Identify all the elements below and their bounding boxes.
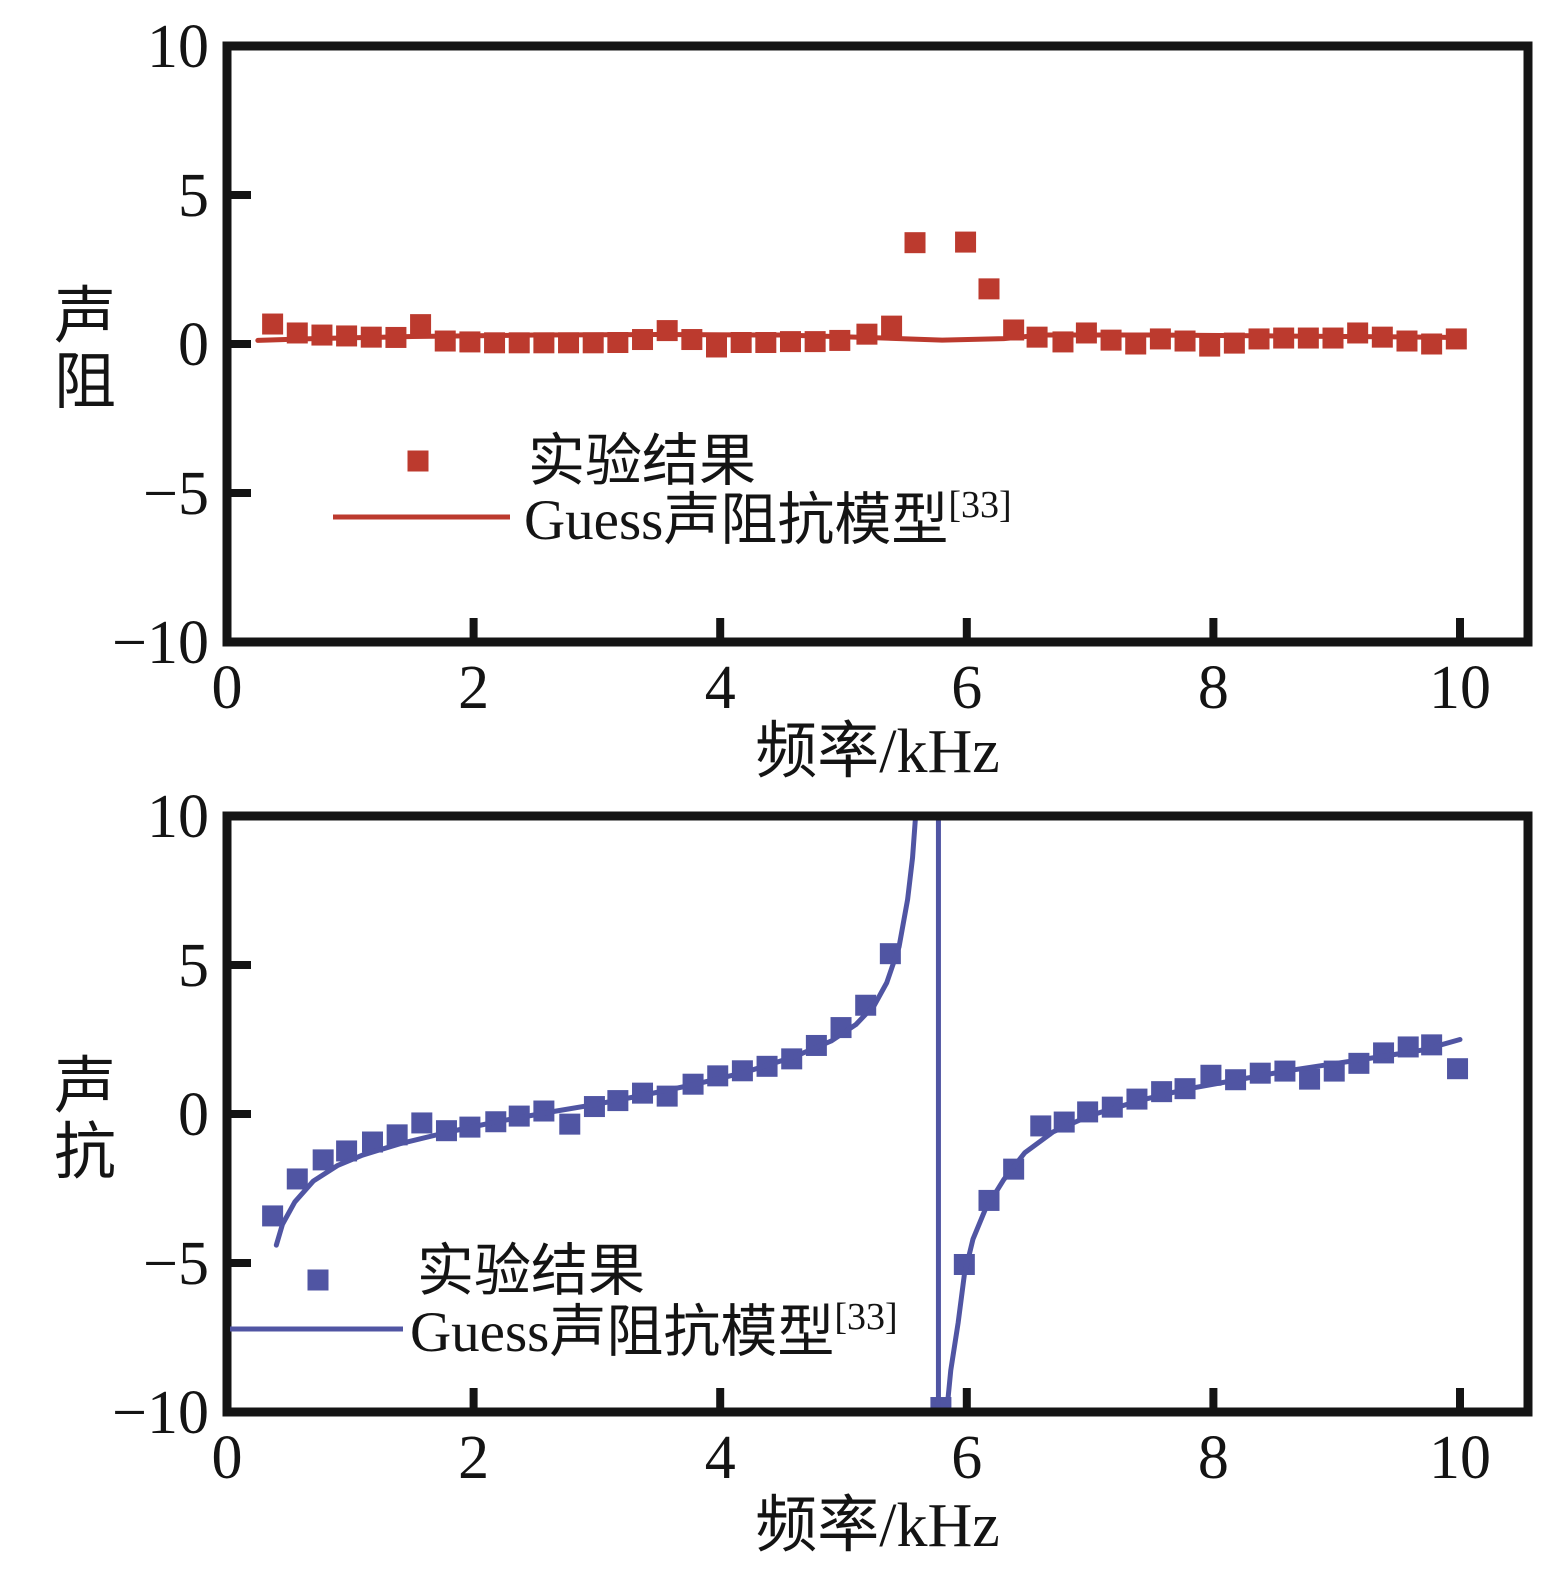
y-tick-label: −5 (143, 1230, 209, 1298)
scatter-point (410, 314, 432, 336)
y-tick-label: 5 (178, 162, 209, 230)
model-line (255, 331, 1463, 343)
x-axis-title: 频率/kHz (755, 718, 1000, 786)
x-axis-title: 频率/kHz (755, 1492, 1000, 1560)
scatter-point (1125, 333, 1147, 355)
x-tick-label: 10 (1429, 654, 1491, 722)
plot-area (262, 816, 1469, 1412)
x-tick-label: 4 (705, 654, 736, 722)
y-axis-title: 声阻 (54, 283, 116, 417)
scatter-point (1248, 328, 1270, 350)
scatter-point (361, 1131, 383, 1153)
scatter-point (411, 1112, 433, 1134)
scatter-point (558, 332, 580, 354)
y-axis-title: 声抗 (54, 1053, 116, 1187)
legend-label-model: Guess声阻抗模型[33] (410, 1296, 898, 1364)
y-tick-label: −5 (143, 460, 209, 528)
panel-bottom: 0 2 4 6 8 10 10 5 0 −5 −10 频率/kHz 声抗实验结果Guess声阻抗模型[3… (54, 786, 1533, 1560)
y-tick-label: 0 (178, 311, 209, 379)
scatter-point (706, 336, 728, 358)
scatter-point (262, 313, 284, 335)
y-tick-label: −10 (112, 1379, 209, 1447)
scatter-point (1030, 1115, 1052, 1137)
scatter-point (978, 278, 1000, 300)
x-tick-label: 6 (951, 1424, 982, 1492)
scatter-point (955, 231, 977, 253)
scatter-point (904, 232, 926, 254)
x-tick-label: 6 (951, 654, 982, 722)
legend-label-experiment: 实验结果 (528, 430, 756, 493)
x-tick-label: 8 (1198, 654, 1229, 722)
scatter-point (1299, 1068, 1321, 1090)
scatter-point (336, 1140, 358, 1162)
scatter-point (312, 1149, 334, 1171)
scatter-point (311, 324, 333, 346)
scatter-point (656, 320, 678, 342)
legend-marker-square (407, 450, 429, 472)
scatter-point (1199, 335, 1221, 357)
scatter-point (262, 1205, 284, 1227)
scatter-point (1149, 328, 1171, 350)
legend-marker-square (307, 1269, 329, 1291)
x-tick-label: 10 (1429, 1424, 1491, 1492)
model-line (273, 816, 919, 1248)
scatter-point (286, 1168, 308, 1190)
plot-area (255, 231, 1467, 358)
y-tick-label: 10 (147, 786, 209, 851)
scatter-point (607, 332, 629, 354)
scatter-point (559, 1113, 581, 1135)
y-tick-label: 0 (178, 1081, 209, 1149)
x-tick-label: 8 (1198, 1424, 1229, 1492)
x-tick-label: 2 (458, 1424, 489, 1492)
y-tick-label: 5 (178, 932, 209, 1000)
scatter-point (582, 332, 604, 354)
scatter-point (1347, 322, 1369, 344)
x-tick-label: 4 (705, 1424, 736, 1492)
scatter-point (533, 332, 555, 354)
x-tick-label: 2 (458, 654, 489, 722)
scatter-point (856, 323, 878, 345)
x-tick-label: 0 (212, 1424, 243, 1492)
scatter-point (1447, 1058, 1469, 1080)
scatter-point (1396, 330, 1418, 352)
scatter-point (1200, 1064, 1222, 1086)
scatter-point (881, 315, 903, 337)
model-line (944, 1037, 1463, 1412)
scatter-point (386, 1124, 408, 1146)
x-tick-label: 0 (212, 654, 243, 722)
y-tick-label: −10 (112, 609, 209, 677)
panel-top: 0 2 4 6 8 10 10 5 0 −5 −10 频率/kHz 声阻实验结果Guess声阻抗模型[3… (54, 13, 1533, 786)
legend-label-experiment: 实验结果 (417, 1240, 645, 1303)
y-tick-label: 10 (147, 13, 209, 81)
scatter-point (829, 329, 851, 351)
legend-label-model: Guess声阻抗模型[33] (524, 484, 1012, 552)
